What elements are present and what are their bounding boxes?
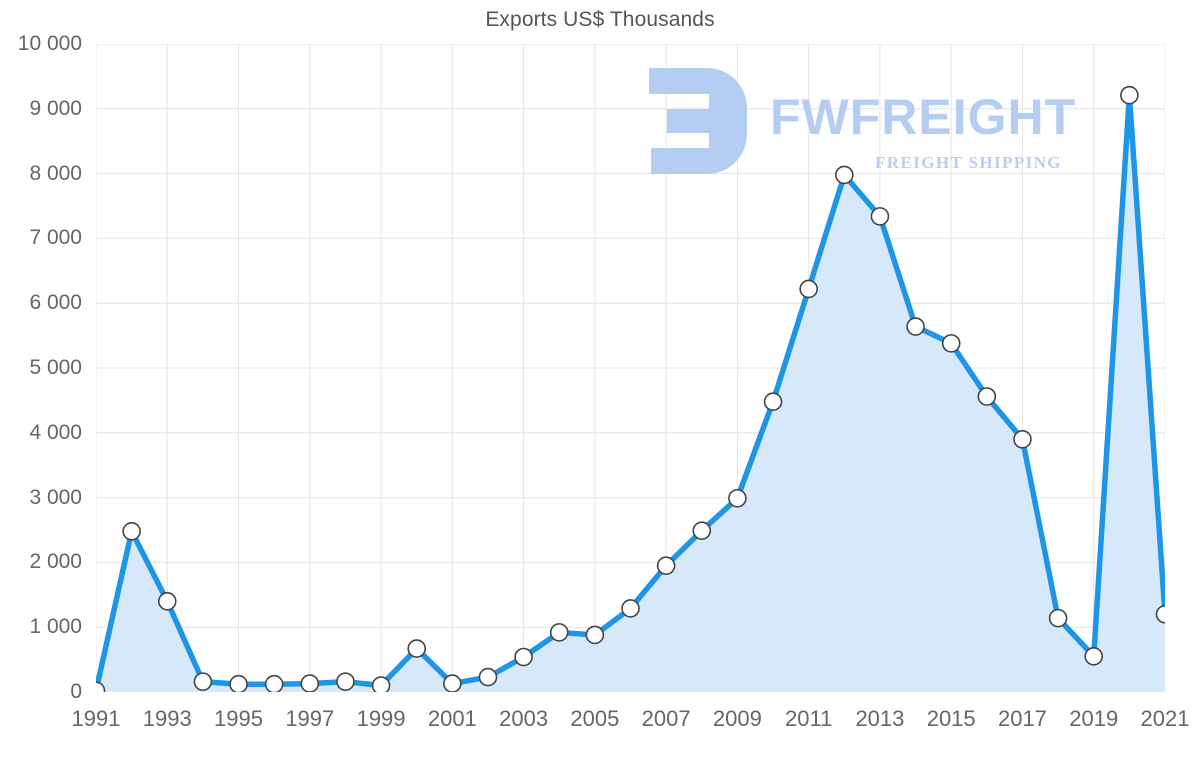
- data-point-marker[interactable]: [1121, 87, 1138, 104]
- data-point-marker[interactable]: [658, 557, 675, 574]
- x-axis-tick-label: 2015: [926, 706, 976, 731]
- data-point-marker[interactable]: [337, 673, 354, 690]
- data-point-marker[interactable]: [408, 640, 425, 657]
- y-axis-tick-label: 3 000: [29, 485, 82, 509]
- x-axis-tick-label: 2011: [785, 706, 833, 731]
- area-fill: [96, 95, 1165, 692]
- y-axis-tick-label: 7 000: [29, 226, 82, 250]
- x-axis-tick-label: 2007: [641, 706, 691, 731]
- data-point-marker[interactable]: [96, 682, 105, 692]
- x-axis-tick-label: 1991: [71, 706, 121, 731]
- data-point-marker[interactable]: [301, 675, 318, 692]
- data-point-marker[interactable]: [194, 673, 211, 690]
- x-axis-tick-label: 2021: [1140, 706, 1190, 731]
- data-point-marker[interactable]: [729, 490, 746, 507]
- y-axis-tick-label: 1 000: [29, 615, 82, 639]
- data-point-marker[interactable]: [622, 600, 639, 617]
- y-axis-tick-label: 5 000: [29, 356, 82, 379]
- data-point-marker[interactable]: [123, 523, 140, 540]
- data-point-marker[interactable]: [765, 393, 782, 410]
- x-axis-tick-label: 2003: [499, 706, 549, 731]
- data-point-marker[interactable]: [479, 669, 496, 686]
- data-point-marker[interactable]: [551, 624, 568, 641]
- x-axis-tick-label: 2009: [712, 706, 762, 731]
- data-point-marker[interactable]: [907, 318, 924, 335]
- x-axis-tick-label: 2013: [855, 706, 905, 731]
- data-point-marker[interactable]: [1085, 648, 1102, 665]
- x-axis-tick-label: 1999: [356, 706, 406, 731]
- x-axis-tick-label: 2017: [997, 706, 1047, 731]
- data-point-marker[interactable]: [230, 676, 247, 692]
- y-axis-tick-label: 9 000: [29, 96, 82, 120]
- y-axis-tick-label: 6 000: [29, 291, 82, 315]
- x-axis-tick-label: 2005: [570, 706, 620, 731]
- y-axis-tick-label: 4 000: [29, 420, 82, 444]
- x-axis-tick-label: 2019: [1069, 706, 1119, 731]
- data-point-marker[interactable]: [266, 676, 283, 692]
- data-point-marker[interactable]: [444, 675, 461, 692]
- x-axis-tick-label: 1993: [142, 706, 192, 731]
- data-point-markers[interactable]: [96, 87, 1165, 692]
- y-axis-tick-label: 0: [70, 680, 82, 703]
- area-fill-group: [96, 95, 1165, 692]
- x-axis-tick-label: 2001: [427, 706, 477, 731]
- data-point-marker[interactable]: [373, 677, 390, 692]
- data-point-marker[interactable]: [943, 335, 960, 352]
- data-point-marker[interactable]: [586, 626, 603, 643]
- data-point-marker[interactable]: [159, 593, 176, 610]
- data-point-marker[interactable]: [1157, 606, 1166, 623]
- x-axis-tick-label: 1997: [285, 706, 335, 731]
- data-point-marker[interactable]: [800, 280, 817, 297]
- data-point-marker[interactable]: [1050, 610, 1067, 627]
- data-point-marker[interactable]: [515, 649, 532, 666]
- x-axis-tick-label: 1995: [214, 706, 264, 731]
- data-point-marker[interactable]: [978, 388, 995, 405]
- data-point-marker[interactable]: [871, 208, 888, 225]
- plot-area: [96, 44, 1165, 692]
- data-point-marker[interactable]: [1014, 431, 1031, 448]
- data-point-marker[interactable]: [836, 166, 853, 183]
- y-axis-tick-label: 8 000: [29, 161, 82, 185]
- y-axis-tick-label: 2 000: [29, 550, 82, 574]
- y-axis-tick-label: 10 000: [17, 32, 82, 55]
- data-point-marker[interactable]: [693, 522, 710, 539]
- chart-title: Exports US$ Thousands: [485, 8, 715, 31]
